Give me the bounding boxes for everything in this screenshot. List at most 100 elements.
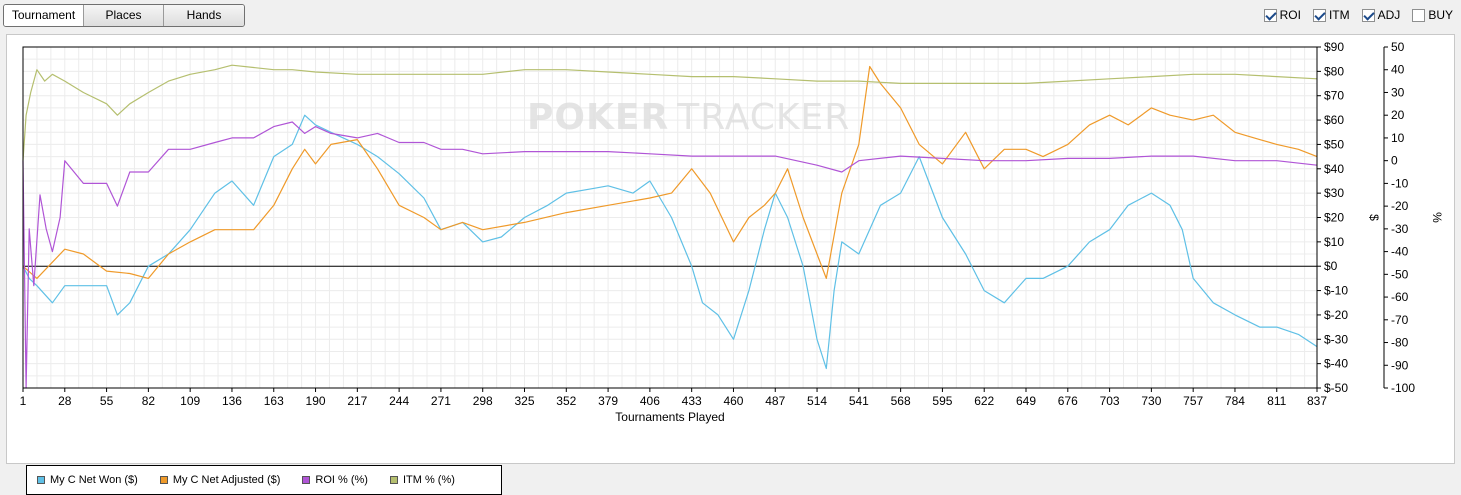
x-tick-label: 460: [723, 394, 743, 408]
y-tick-label-dollars: $-50: [1324, 381, 1348, 395]
x-tick-label: 163: [264, 394, 284, 408]
toggle-roi[interactable]: ROI: [1263, 8, 1301, 22]
x-tick-label: 541: [849, 394, 869, 408]
y-tick-label-percent: 50: [1391, 40, 1405, 54]
tab-hands[interactable]: Hands: [164, 5, 244, 26]
y-tick-label-percent: -20: [1391, 199, 1409, 213]
legend-swatch-net-won: [37, 476, 45, 484]
x-tick-label: 109: [180, 394, 200, 408]
series-line-0: [22, 114, 1318, 370]
chart-legend: My C Net Won ($) My C Net Adjusted ($) R…: [26, 465, 502, 495]
series-line-1: [22, 65, 1318, 279]
adj-checkbox[interactable]: [1361, 8, 1375, 22]
x-tick-label: 568: [891, 394, 911, 408]
y-tick-label-dollars: $40: [1324, 162, 1344, 176]
adj-label: ADJ: [1377, 8, 1401, 22]
x-tick-label: 595: [932, 394, 952, 408]
x-tick-label: 244: [389, 394, 409, 408]
legend-item-net-won: My C Net Won ($): [37, 474, 138, 486]
toggle-itm[interactable]: ITM: [1312, 8, 1350, 22]
line-chart: 1 28 55 82 109 136 163 190 217 244 271 298 325 352 379…: [20, 40, 1444, 424]
y-tick-label-percent: -70: [1391, 313, 1409, 327]
x-tick-label: 487: [765, 394, 785, 408]
toggle-adj[interactable]: ADJ: [1361, 8, 1401, 22]
y-tick-label-dollars: $20: [1324, 211, 1344, 225]
chart-panel: 1 28 55 82 109 136 163 190 217 244 271 298 325 352 379…: [6, 34, 1455, 495]
buy-checkbox[interactable]: [1412, 8, 1426, 22]
x-tick-label: 837: [1307, 394, 1327, 408]
legend-swatch-roi: [302, 476, 311, 484]
y-tick-label-dollars: $-20: [1324, 308, 1348, 322]
view-tabs: Tournament Places Hands: [3, 4, 245, 27]
x-tick-label: 622: [974, 394, 994, 408]
series-toggles: ROI ITM ADJ BUY: [1263, 8, 1453, 22]
x-tick-label: 136: [222, 394, 242, 408]
y-tick-label-percent: -100: [1391, 381, 1415, 395]
legend-swatch-net-adjusted: [159, 476, 168, 484]
x-tick-label: 217: [347, 394, 367, 408]
y-tick-label-percent: 0: [1391, 154, 1398, 168]
y-tick-label-dollars: $-30: [1324, 332, 1348, 346]
x-tick-label: 379: [598, 394, 618, 408]
y-tick-label-dollars: $0: [1324, 259, 1338, 273]
y-axis-title-dollars: $: [1367, 214, 1381, 221]
roi-label: ROI: [1279, 8, 1301, 22]
y-tick-label-percent: 20: [1391, 108, 1405, 122]
x-tick-label: 406: [640, 394, 660, 408]
x-tick-label: 514: [807, 394, 827, 408]
y-tick-label-percent: -80: [1391, 336, 1409, 350]
x-tick-label: 352: [556, 394, 576, 408]
x-tick-label: 28: [58, 394, 72, 408]
y-tick-label-dollars: $70: [1324, 89, 1344, 103]
buy-label: BUY: [1428, 8, 1453, 22]
x-tick-label: 649: [1016, 394, 1036, 408]
y-tick-label-percent: -90: [1391, 358, 1409, 372]
x-tick-label: 298: [473, 394, 493, 408]
y-tick-label-dollars: $30: [1324, 186, 1344, 200]
x-tick-label: 325: [514, 394, 534, 408]
x-tick-label: 703: [1100, 394, 1120, 408]
x-tick-label: 784: [1225, 394, 1245, 408]
legend-label-net-adjusted: My C Net Adjusted ($): [172, 474, 281, 486]
pokertracker-watermark: POKER TRACKER: [527, 97, 850, 138]
x-tick-label: 190: [306, 394, 326, 408]
toggle-buy[interactable]: BUY: [1412, 8, 1453, 22]
legend-label-itm: ITM % (%): [402, 474, 455, 486]
y-tick-label-dollars: $-10: [1324, 284, 1348, 298]
itm-checkbox[interactable]: [1312, 8, 1326, 22]
y-tick-label-percent: -40: [1391, 245, 1409, 259]
series-line-2: [22, 121, 1318, 389]
x-tick-label: 730: [1141, 394, 1161, 408]
legend-item-roi: ROI % (%): [302, 474, 368, 486]
y-tick-label-dollars: $10: [1324, 235, 1344, 249]
x-tick-label: 433: [682, 394, 702, 408]
x-tick-label: 55: [100, 394, 114, 408]
x-tick-label: 757: [1183, 394, 1203, 408]
y-tick-label-dollars: $50: [1324, 137, 1344, 151]
legend-swatch-itm: [389, 476, 398, 484]
watermark-tracker: TRACKER: [677, 97, 851, 138]
x-axis-title: Tournaments Played: [615, 410, 724, 424]
y-tick-label-dollars: $60: [1324, 113, 1344, 127]
y-tick-label-percent: 30: [1391, 85, 1405, 99]
legend-item-itm: ITM % (%): [389, 474, 455, 486]
watermark-po: PO: [527, 97, 586, 138]
y-tick-label-dollars: $-40: [1324, 357, 1348, 371]
legend-label-roi: ROI % (%): [315, 474, 368, 486]
y-tick-label-percent: -10: [1391, 176, 1409, 190]
y-tick-label-dollars: $90: [1324, 40, 1344, 54]
x-tick-label: 676: [1058, 394, 1078, 408]
legend-label-net-won: My C Net Won ($): [50, 474, 138, 486]
roi-checkbox[interactable]: [1263, 8, 1277, 22]
legend-item-net-adjusted: My C Net Adjusted ($): [159, 474, 281, 486]
itm-label: ITM: [1328, 8, 1350, 22]
tab-tournament[interactable]: Tournament: [4, 5, 84, 26]
series-line-3: [22, 64, 1318, 161]
tab-places[interactable]: Places: [84, 5, 164, 26]
x-tick-label: 271: [431, 394, 451, 408]
y-tick-label-percent: 10: [1391, 131, 1405, 145]
x-tick-label: 1: [20, 394, 27, 408]
y-tick-label-percent: -50: [1391, 267, 1409, 281]
x-tick-label: 811: [1267, 394, 1286, 408]
y-tick-label-dollars: $80: [1324, 64, 1344, 78]
